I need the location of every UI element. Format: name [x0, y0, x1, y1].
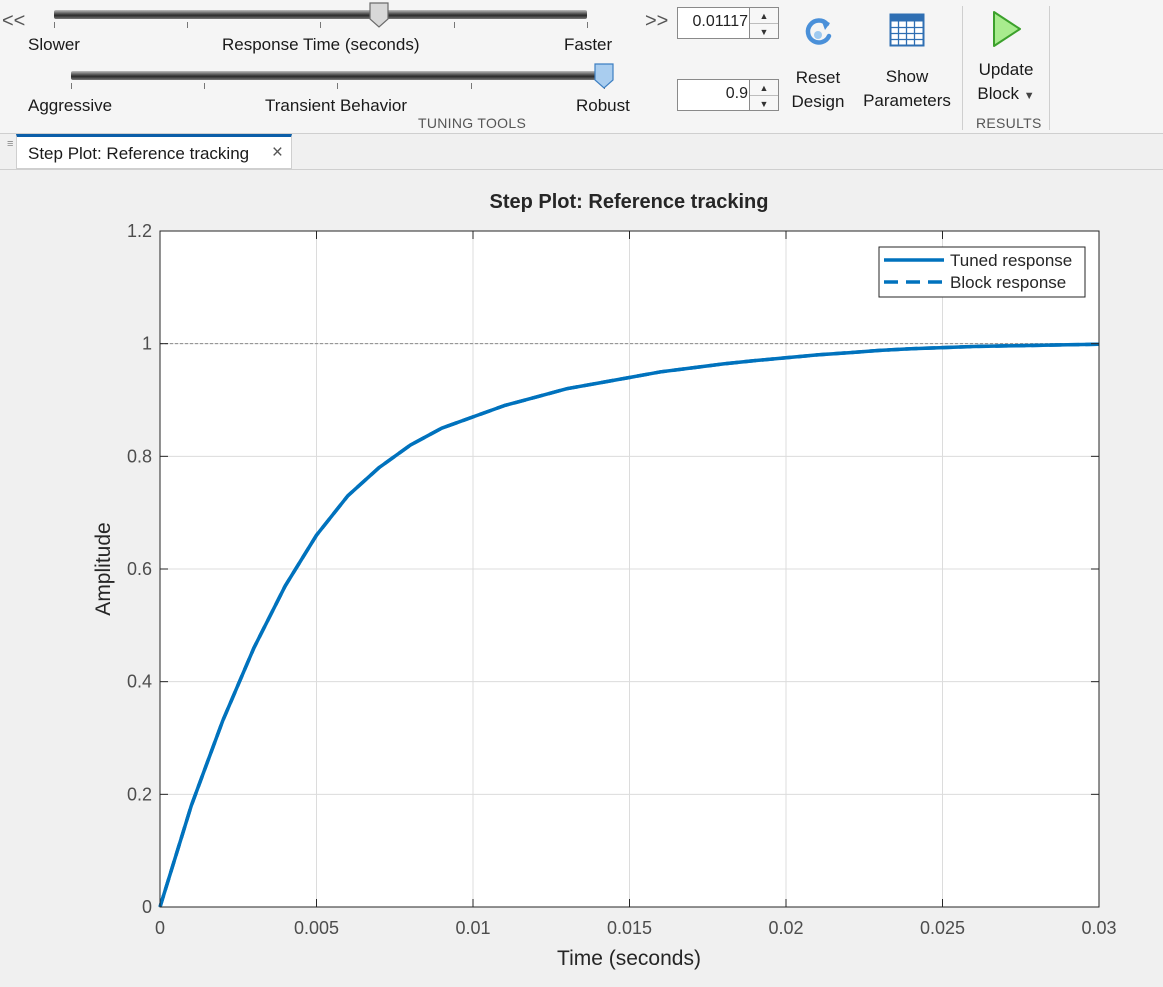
y-tick-label: 1.2 [127, 221, 152, 241]
results-section-label: RESULTS [976, 115, 1042, 131]
slider-tick [454, 22, 455, 28]
show-label-line1: Show [885, 67, 929, 86]
legend-entry-label: Block response [950, 273, 1066, 292]
slider-tick [337, 83, 338, 89]
document-tab-bar: ≡ Step Plot: Reference tracking × [0, 134, 1163, 170]
table-grid-icon [860, 10, 954, 65]
spinner-buttons[interactable]: ▲ ▼ [749, 8, 778, 38]
show-label-line2: Parameters [863, 91, 951, 110]
play-icon [968, 8, 1044, 58]
x-tick-label: 0.01 [455, 918, 490, 938]
tab-label[interactable]: Step Plot: Reference tracking [28, 144, 250, 163]
reset-label-line2: Design [791, 92, 845, 111]
spin-down-icon[interactable]: ▼ [759, 26, 769, 37]
update-block-button[interactable]: Update Block ▼ [968, 8, 1044, 108]
y-tick-label: 0 [142, 897, 152, 917]
faster-label: Faster [564, 35, 613, 54]
update-label-line2: Block ▼ [977, 84, 1035, 103]
legend-box [878, 246, 1086, 298]
slider-tick [187, 22, 188, 28]
close-icon[interactable]: × [271, 142, 283, 163]
response-time-slider-track[interactable] [54, 10, 587, 19]
robust-label: Robust [576, 96, 630, 115]
spinner-buttons[interactable]: ▲ ▼ [749, 80, 778, 110]
spin-up-icon[interactable]: ▲ [750, 8, 778, 24]
dropdown-arrow-icon[interactable]: ▼ [1023, 90, 1035, 102]
slider-tick [320, 22, 321, 28]
x-tick-label: 0.02 [768, 918, 803, 938]
y-axis-label: Amplitude [92, 522, 115, 615]
slower-label: Slower [28, 35, 80, 54]
response-time-spinner[interactable]: 0.01117 ▲ ▼ [677, 7, 779, 39]
chart-title: Step Plot: Reference tracking [490, 191, 769, 213]
legend[interactable]: Tuned response Block response [878, 246, 1086, 298]
tuned-response-line[interactable] [158, 342, 1100, 908]
plot-panel: 0 0.005 0.01 0.015 0.02 0.025 0.03 0 0.2 0.4 0.6 0.… [2, 170, 1161, 982]
x-tick-label: 0.005 [294, 918, 339, 938]
legend-entry-label: Tuned response [950, 251, 1072, 270]
step-plot-chart[interactable]: 0 0.005 0.01 0.015 0.02 0.025 0.03 0 0.2 0.4 0.6 0.… [2, 170, 1161, 982]
x-tick-label: 0 [155, 918, 165, 938]
tuning-toolstrip: << Slower Response Time (seconds) Faster… [0, 0, 1163, 134]
reset-icon [786, 10, 850, 66]
slider-tick [587, 22, 588, 28]
section-divider [1049, 6, 1050, 130]
reset-label-line1: Reset [795, 68, 841, 87]
aggressive-label: Aggressive [28, 96, 113, 115]
slider-tick [471, 83, 472, 89]
slider-tick [204, 83, 205, 89]
y-tick-label: 0.2 [127, 784, 152, 804]
y-tick-label: 0.8 [127, 446, 152, 466]
x-tick-label: 0.025 [920, 918, 965, 938]
transient-slider-thumb[interactable] [593, 63, 615, 94]
chevron-right-icon[interactable]: >> [645, 10, 669, 32]
spin-up-icon[interactable]: ▲ [750, 80, 778, 96]
section-divider [962, 6, 963, 130]
tuning-tools-section-label: TUNING TOOLS [418, 115, 527, 131]
response-time-label: Response Time (seconds) [222, 35, 420, 54]
tab-step-plot[interactable]: Step Plot: Reference tracking × [16, 134, 292, 169]
transient-value[interactable]: 0.9 [725, 85, 748, 102]
drag-handle-icon[interactable]: ≡ [7, 138, 14, 150]
response-time-slider-thumb[interactable] [368, 2, 390, 33]
spin-down-icon[interactable]: ▼ [759, 98, 769, 109]
slider-tick [54, 22, 55, 28]
response-time-value[interactable]: 0.01117 [692, 13, 748, 30]
update-label-line1: Update [978, 60, 1034, 79]
x-axis-label: Time (seconds) [557, 947, 701, 970]
y-tick-label: 0.4 [127, 672, 152, 692]
chevron-left-icon[interactable]: << [2, 10, 26, 32]
x-tick-label: 0.03 [1081, 918, 1116, 938]
y-tick-label: 1 [142, 334, 152, 354]
transient-spinner[interactable]: 0.9 ▲ ▼ [677, 79, 779, 111]
transient-slider-track[interactable] [71, 71, 604, 80]
transient-behavior-label: Transient Behavior [265, 96, 408, 115]
y-tick-label: 0.6 [127, 559, 152, 579]
show-parameters-button[interactable]: Show Parameters [860, 10, 954, 113]
slider-tick [71, 83, 72, 89]
reset-design-button[interactable]: Reset Design [786, 10, 850, 114]
x-tick-label: 0.015 [607, 918, 652, 938]
